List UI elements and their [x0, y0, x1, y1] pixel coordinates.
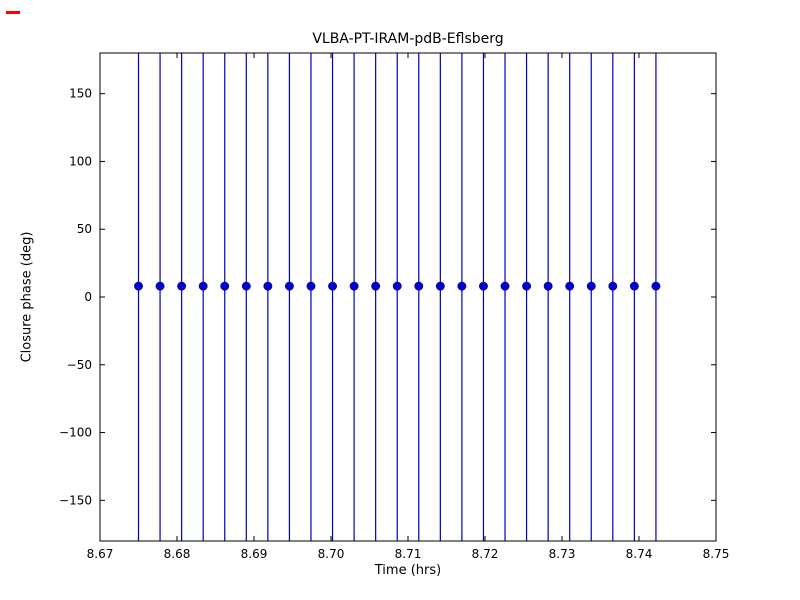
x-tick-label: 8.75: [703, 547, 730, 561]
y-tick-label: −50: [67, 358, 92, 372]
data-point-marker: [435, 281, 445, 291]
data-point-marker: [177, 281, 187, 291]
data-point-marker: [198, 281, 208, 291]
stray-red-mark: [6, 11, 20, 14]
data-point-marker: [241, 281, 251, 291]
x-tick-label: 8.73: [549, 547, 576, 561]
x-tick-label: 8.68: [164, 547, 191, 561]
y-tick-label: 150: [69, 87, 92, 101]
data-point-marker: [220, 281, 230, 291]
data-point-marker: [306, 281, 316, 291]
y-tick-label: −100: [59, 426, 92, 440]
chart-title: VLBA-PT-IRAM-pdB-Eflsberg: [312, 31, 504, 47]
x-tick-label: 8.74: [626, 547, 653, 561]
data-point-marker: [349, 281, 359, 291]
data-point-marker: [155, 281, 165, 291]
y-axis-label: Closure phase (deg): [19, 231, 35, 363]
x-tick-label: 8.72: [472, 547, 499, 561]
data-point-marker: [414, 281, 424, 291]
data-point-marker: [543, 281, 553, 291]
data-point-marker: [608, 281, 618, 291]
x-tick-label: 8.69: [241, 547, 268, 561]
data-point-marker: [479, 281, 488, 291]
x-axis-label: Time (hrs): [374, 563, 442, 578]
y-tick-label: −150: [59, 493, 92, 507]
data-point-marker: [522, 281, 532, 291]
data-point-marker: [500, 281, 510, 291]
data-point-marker: [134, 281, 143, 291]
data-point-marker: [457, 281, 467, 291]
y-tick-label: 100: [69, 154, 92, 168]
data-point-marker: [284, 281, 294, 291]
x-tick-label: 8.70: [318, 547, 345, 561]
y-tick-label: 0: [84, 290, 92, 304]
axes-frame: [99, 52, 717, 542]
data-point-marker: [263, 281, 273, 291]
data-point-marker: [392, 281, 402, 291]
data-point-marker: [586, 281, 596, 291]
data-point-marker: [629, 281, 639, 291]
data-point-marker: [651, 281, 661, 291]
data-point-marker: [328, 281, 337, 291]
x-tick-label: 8.67: [87, 547, 114, 561]
y-tick-label: 50: [77, 222, 92, 236]
data-point-marker: [565, 281, 575, 291]
data-point-marker: [371, 281, 381, 291]
x-tick-label: 8.71: [395, 547, 422, 561]
